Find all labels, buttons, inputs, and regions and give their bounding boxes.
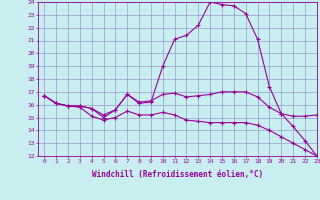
X-axis label: Windchill (Refroidissement éolien,°C): Windchill (Refroidissement éolien,°C): [92, 170, 263, 179]
